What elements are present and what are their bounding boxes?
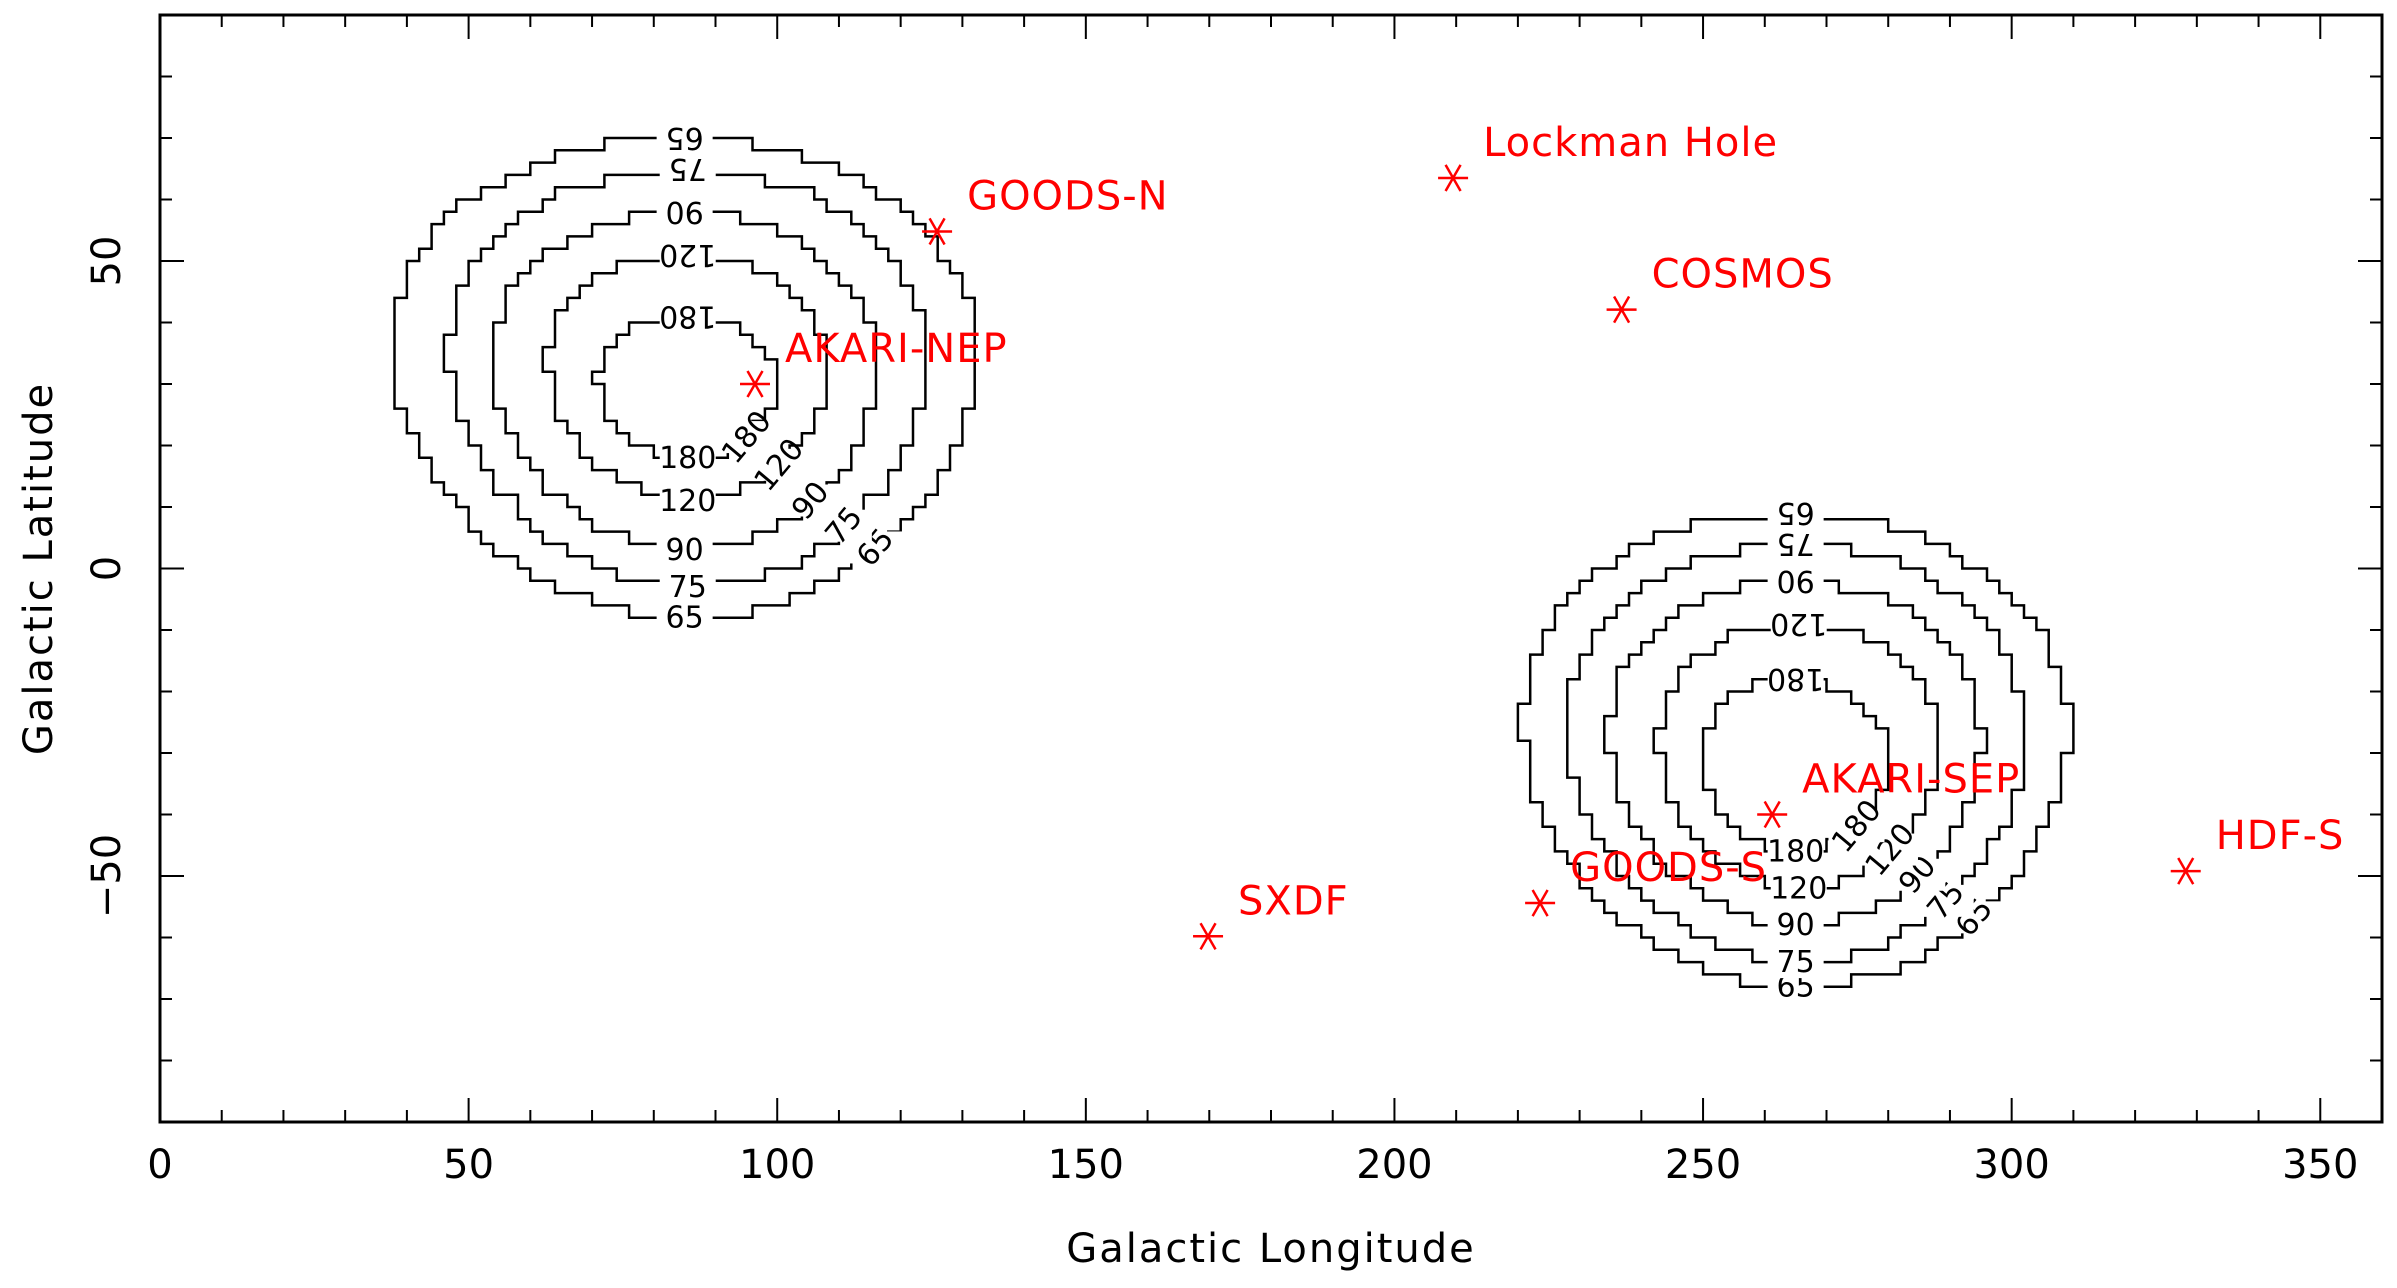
field-markers [740,164,2201,950]
x-tick-label: 200 [1356,1142,1432,1188]
contour-label: 180 [659,298,716,333]
plot-frame [158,13,2384,1124]
x-tick-label: 150 [1048,1142,1124,1188]
contour-label-bg [782,484,839,517]
field-marker [1606,295,1637,324]
contour-label-bg [1767,946,1824,979]
contour-labels: 6565657575759090901201201201801801806565… [656,120,2003,1005]
x-axis-title: Galactic Longitude [1066,1226,1476,1272]
contour-label-bg [659,152,716,185]
contour-label-bg [750,448,807,481]
contour-label-bg [1767,909,1824,942]
contour-label: 90 [666,533,704,568]
contour-label-bg [1770,607,1827,640]
field-label: GOODS-S [1570,845,1767,891]
field-marker [1757,800,1788,829]
contour-label: 65 [1777,495,1815,530]
x-tick-label: 50 [443,1142,494,1188]
contour-label-bg [1767,835,1824,868]
marker-stroke [746,370,764,398]
contour-label-bg [656,534,713,567]
contour-label: 75 [669,570,707,605]
marker-stroke [2177,857,2195,885]
marker-stroke [1444,164,1462,192]
contour-label: 90 [666,194,704,229]
contour-label-bg [1767,527,1824,560]
contour-label: 75 [669,151,707,186]
contour-label-bg [1770,872,1827,905]
contour-label: 120 [1770,606,1827,641]
contour-65 [1516,505,2075,988]
contour-label: 180 [1767,834,1824,869]
contour-label: 180 [659,441,716,476]
contour-label: 90 [1777,563,1815,598]
field-label: AKARI-NEP [785,326,1008,372]
contour-90 [1603,579,1989,927]
contour-label-bg [1767,497,1824,530]
field-marker [2170,857,2201,885]
x-tick-label: 100 [739,1142,815,1188]
marker-stroke [1612,295,1631,324]
field-label: AKARI-SEP [1802,757,2020,803]
x-tick-label: 250 [1665,1142,1741,1188]
field-label: COSMOS [1652,252,1834,298]
marker-stroke [1531,889,1549,917]
contour-90 [492,210,878,546]
contour-label: 180 [1767,661,1824,696]
field-label: HDF-S [2216,813,2345,859]
marker-stroke [928,217,946,246]
x-tick-label: 350 [2282,1142,2358,1188]
field-marker [1525,889,1556,917]
field-label: SXDF [1238,878,1349,924]
contour-label-bg [1767,663,1824,696]
contour-65 [393,136,976,619]
field-marker [740,370,771,398]
x-tick-labels: 0 50 100 150 200 250 300 350 [147,1142,2358,1188]
field-labels: AKARI-NEP GOODS-N Lockman Hole COSMOS AKARI-… [785,120,2345,924]
contour-label: 65 [666,601,704,636]
field-marker [922,217,953,246]
field-label: Lockman Hole [1483,120,1778,166]
contour-label: 120 [1770,871,1827,906]
contour-label-bg [659,300,716,333]
marker-stroke [1199,922,1217,950]
contour-label: 90 [1777,908,1815,943]
y-axis-title: Galactic Latitude [16,382,62,755]
contour-label-bg [659,570,716,603]
contour-label-bg [659,484,716,517]
axis-ticks [159,15,2383,1122]
contour-label-bg [1767,564,1824,597]
contour-label: 75 [1777,945,1815,980]
contour-label: 120 [659,484,716,519]
contour-label-bg [1828,810,1885,843]
x-tick-label: 0 [147,1142,172,1188]
contour-label: 75 [1777,526,1815,561]
marker-stroke [1763,800,1781,829]
contour-label-bg [659,238,716,271]
field-marker [1193,922,1224,950]
contour-120 [541,247,828,496]
contour-label: 65 [666,120,704,155]
y-tick-label: 0 [84,556,130,581]
contour-label-bg [656,122,713,154]
y-tick-labels: −50 0 50 [84,236,130,919]
contour-label: 120 [659,237,716,272]
field-marker [1438,164,1469,192]
field-label: GOODS-N [967,173,1169,219]
y-tick-label: −50 [84,834,130,918]
contour-label-bg [656,195,713,228]
x-tick-label: 300 [1973,1142,2049,1188]
contour-label-bg [718,421,775,454]
contour-lines [393,136,2075,988]
y-tick-label: 50 [84,236,130,287]
contour-75 [1566,542,2026,964]
contour-label-bg [659,441,716,474]
contour-75 [442,161,927,583]
contour-label-bg [656,601,713,634]
